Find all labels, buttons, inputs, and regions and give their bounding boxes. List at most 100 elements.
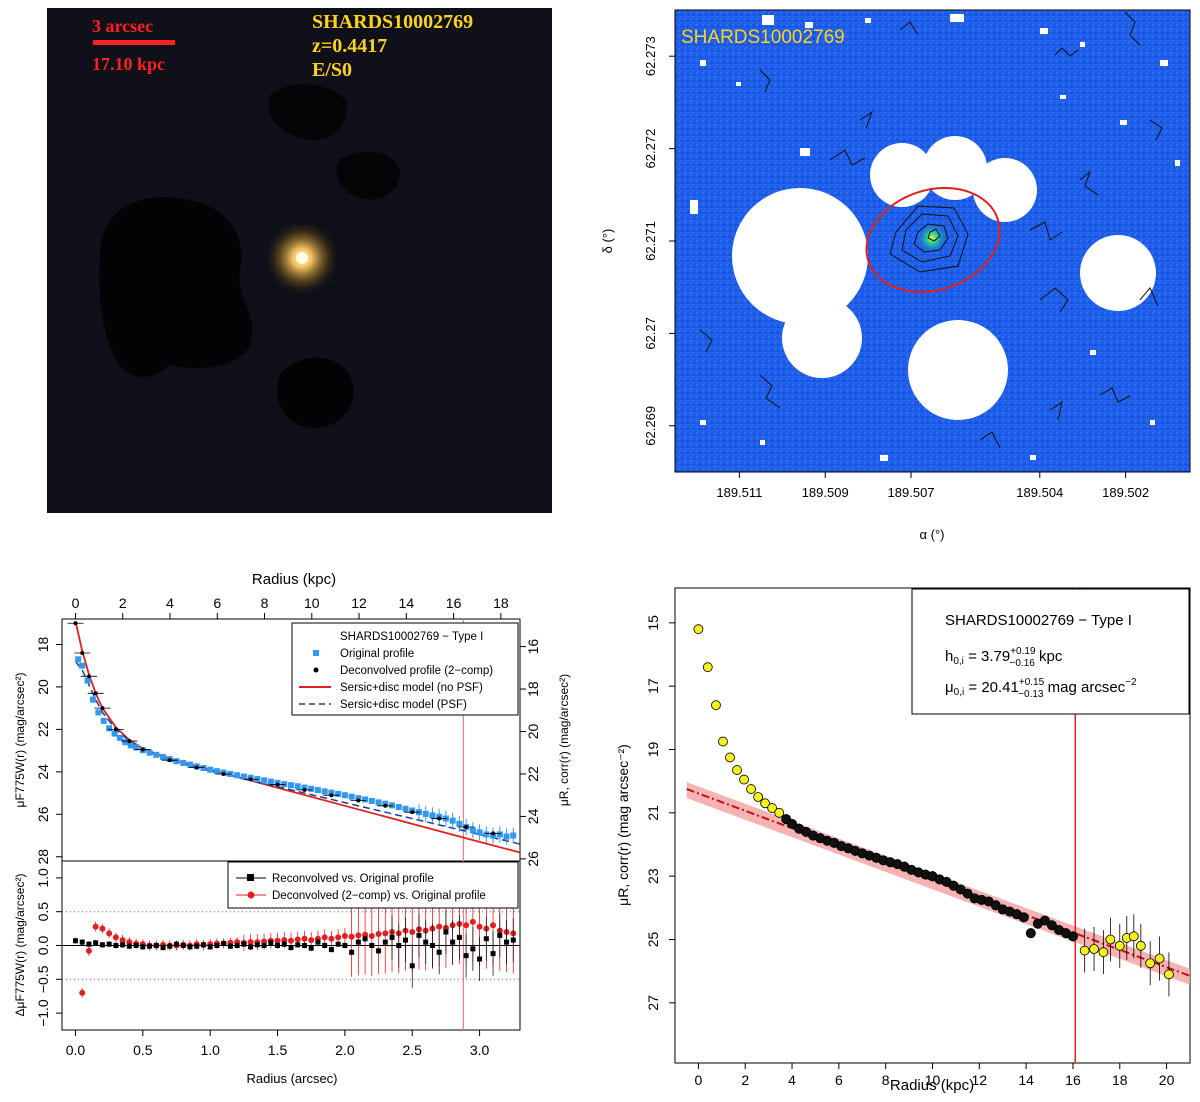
reconvolved-point <box>200 942 206 948</box>
outer-point <box>1135 940 1146 951</box>
reconvolved-point <box>362 936 368 942</box>
mask-circles <box>732 136 1156 420</box>
deconvolved-profile-point <box>140 747 145 752</box>
original-profile-point <box>240 773 247 780</box>
reconvolved-point <box>174 941 179 947</box>
deconvolved-profile-point <box>73 621 78 626</box>
galaxy-core <box>296 252 308 264</box>
map-x-tick-label: 189.507 <box>888 485 935 500</box>
profile-right-tick-label: 20 <box>525 724 541 740</box>
original-profile-point <box>200 765 207 772</box>
fit-x-tick-label: 6 <box>835 1072 843 1088</box>
reconvolved-point <box>403 937 408 943</box>
original-profile-point <box>288 782 294 789</box>
mid-point <box>1025 928 1036 939</box>
mid-point <box>1067 931 1078 942</box>
original-profile-point <box>213 768 220 775</box>
map-x-tick-label: 189.509 <box>802 485 849 500</box>
deconv-residual-point <box>281 937 288 944</box>
scale-bar <box>93 40 175 45</box>
mask-circle <box>782 298 862 378</box>
mask-circle <box>732 188 868 324</box>
reconvolved-point <box>113 943 119 948</box>
fit-y-tick-label: 19 <box>645 742 661 758</box>
deconv-residual-point <box>247 939 254 946</box>
outer-point <box>1105 934 1116 945</box>
original-profile-point <box>146 749 153 756</box>
reconvolved-point <box>355 939 361 945</box>
reconvolved-point <box>328 947 334 953</box>
map-ylabel: δ (°) <box>600 229 615 254</box>
fit-y-tick-label: 15 <box>645 615 661 631</box>
deconv-residual-point <box>126 939 133 946</box>
legend-deconv-residual: Deconvolved (2−comp) vs. Original profil… <box>272 890 486 902</box>
original-profile-point <box>95 709 102 716</box>
fitted-profile-panel: 0 2 4 6 8 10 12 14 16 18 20 15 17 19 21 23 25 27 Radius (… <box>615 587 1191 1094</box>
original-profile-point <box>100 717 107 724</box>
reconvolved-point <box>275 943 281 948</box>
map-y-tick-label: 62.271 <box>643 221 658 261</box>
original-profile-point <box>476 829 483 836</box>
profile-y-tick-label: 18 <box>35 636 51 652</box>
map-y-tick-label: 62.269 <box>643 406 658 446</box>
deconv-residual-point <box>119 937 126 944</box>
deconv-residual-point <box>112 934 119 941</box>
original-profile-point <box>261 777 268 784</box>
original-profile-point <box>79 662 86 669</box>
inner-point <box>767 803 778 813</box>
deconvolved-profile-point <box>383 803 388 808</box>
original-profile-point <box>294 783 301 790</box>
deconv-residual-point <box>382 930 389 937</box>
fit-xlabel: Radius (kpc) <box>890 1077 974 1094</box>
top-axis-tick-label: 4 <box>166 595 174 611</box>
fit-legend-title: SHARDS10002769 − Type I <box>945 612 1132 629</box>
top-axis-tick-label: 0 <box>72 595 80 611</box>
inner-point <box>746 784 756 794</box>
mid-point <box>962 888 973 899</box>
reconvolved-point <box>510 937 516 943</box>
residual-ylabel: ΔμF775W(r) (mag/arcsec²) <box>13 874 27 1017</box>
residual-y-tick-label: 0.5 <box>35 902 51 922</box>
morphology-label: E/S0 <box>312 59 352 81</box>
map-x-tick-label: 189.502 <box>1102 485 1149 500</box>
reconvolved-point <box>147 943 153 949</box>
reconvolved-point <box>409 963 415 969</box>
reconvolved-point <box>382 939 388 945</box>
mid-point <box>1039 915 1050 926</box>
fit-x-tick-label: 18 <box>1112 1072 1128 1088</box>
profile-y-tick-label: 20 <box>35 679 51 695</box>
original-profile-point <box>490 832 497 839</box>
reconvolved-point <box>369 943 375 948</box>
original-profile-point <box>314 787 321 794</box>
reconvolved-point <box>342 943 348 948</box>
deconv-residual-point <box>490 922 497 929</box>
map-y-tick-label: 62.273 <box>643 36 658 76</box>
fit-y-tick-label: 21 <box>645 805 661 821</box>
reconvolved-point <box>194 943 200 949</box>
original-profile-point <box>429 812 436 819</box>
profile-right-tick-label: 26 <box>525 851 541 867</box>
deconvolved-profile-point <box>100 706 105 711</box>
reconvolved-point <box>268 940 274 946</box>
mid-point <box>787 818 798 829</box>
mid-point <box>1018 912 1029 923</box>
outer-point <box>1164 969 1174 980</box>
profile-right-tick-label: 24 <box>525 808 541 824</box>
original-profile-point <box>402 805 409 812</box>
fit-legend: SHARDS10002769 − Type I h0,i = 3.79+0.19… <box>911 588 1190 715</box>
original-profile-point <box>186 761 193 768</box>
reconvolved-point <box>248 944 254 950</box>
reconvolved-point <box>389 934 395 940</box>
reconvolved-point <box>497 932 503 938</box>
reconvolved-point <box>335 941 341 947</box>
top-axis-tick-label: 18 <box>493 595 509 611</box>
legend-model-psf: Sersic+disc model (PSF) <box>340 699 467 711</box>
deconvolved-profile-point <box>275 782 280 787</box>
profile-right-tick-label: 16 <box>525 639 541 655</box>
masked-region <box>276 357 354 429</box>
reconvolved-point <box>349 949 355 955</box>
mask-circle <box>923 136 987 200</box>
deconv-residual-point <box>85 947 92 954</box>
inner-point <box>711 700 721 711</box>
original-profile-point <box>207 766 214 773</box>
